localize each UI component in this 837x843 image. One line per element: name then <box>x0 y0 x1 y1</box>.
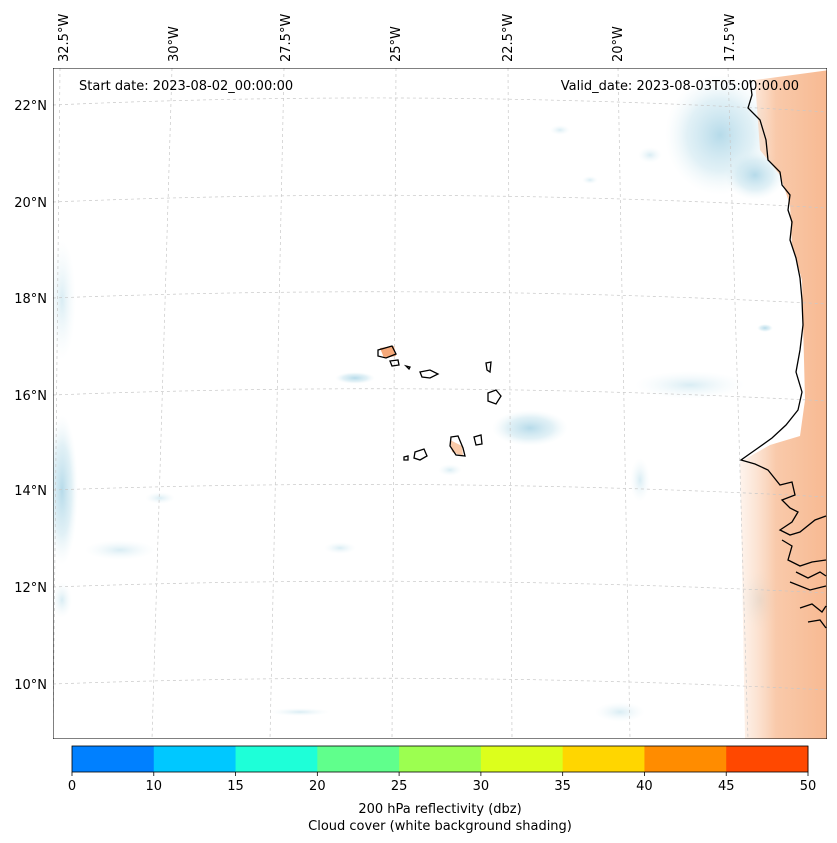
lat-label-16n: 16°N <box>14 389 47 404</box>
colorbar-segment-4 <box>399 746 482 772</box>
longitude-labels: 32.5°W 30°W 27.5°W 25°W 22.5°W 20°W 17.5… <box>57 14 738 62</box>
island-sao-vicente <box>389 359 400 367</box>
colorbar-tick-label: 50 <box>800 779 817 794</box>
colorbar-tick-label: 40 <box>636 779 653 794</box>
lon-label-27-5w: 27.5°W <box>279 14 294 62</box>
colorbar-segment-6 <box>562 746 645 772</box>
map-panel <box>53 68 827 739</box>
lon-label-17-5w: 17.5°W <box>723 14 738 62</box>
lat-label-22n: 22°N <box>14 99 47 114</box>
valid-date-label: Valid_date: 2023-08-03T05:00:00.00 <box>561 79 799 94</box>
colorbar-tick-label: 25 <box>391 779 408 794</box>
lat-label-18n: 18°N <box>14 292 47 307</box>
colorbar-segment-1 <box>153 746 237 772</box>
island-santo-antao <box>377 345 397 359</box>
colorbar-segment-7 <box>644 746 727 772</box>
colorbar: 0 10 15 20 25 30 35 40 45 50 200 hPa reflectivity… <box>68 745 816 834</box>
colorbar-segment-2 <box>235 746 318 772</box>
colorbar-frame <box>71 745 809 773</box>
cloud-shading <box>53 75 785 722</box>
island-santiago <box>449 435 466 457</box>
lon-label-20w: 20°W <box>611 26 626 62</box>
graticule <box>53 68 827 739</box>
colorbar-segment-5 <box>480 746 564 772</box>
island-santa-luzia <box>403 364 411 371</box>
colorbar-label-cloud-cover: Cloud cover (white background shading) <box>308 819 572 834</box>
latitude-labels: 22°N 20°N 18°N 16°N 14°N 12°N 10°N <box>14 99 47 693</box>
colorbar-tick-label: 30 <box>473 779 490 794</box>
lat-label-14n: 14°N <box>14 484 47 499</box>
coastlines <box>377 79 827 629</box>
colorbar-tick-label: 0 <box>68 779 76 794</box>
island-sal <box>485 361 492 374</box>
colorbar-tick-label: 45 <box>718 779 735 794</box>
africa-coastline <box>739 79 827 536</box>
lon-label-25w: 25°W <box>389 26 404 62</box>
island-maio <box>473 434 483 446</box>
lon-label-30w: 30°W <box>167 26 182 62</box>
lon-label-32-5w: 32.5°W <box>57 14 72 62</box>
island-fogo <box>413 448 428 461</box>
colorbar-tick-label: 35 <box>554 779 571 794</box>
lat-label-12n: 12°N <box>14 581 47 596</box>
colorbar-segment-0 <box>72 746 155 772</box>
island-sao-nicolau <box>419 369 440 379</box>
colorbar-label-reflectivity: 200 hPa reflectivity (dbz) <box>358 802 521 817</box>
lat-label-10n: 10°N <box>14 678 47 693</box>
island-boa-vista <box>487 389 502 405</box>
colorbar-tick-label: 10 <box>146 779 163 794</box>
colorbar-ticks: 0 10 15 20 25 30 35 40 45 50 <box>68 772 816 794</box>
lon-label-22-5w: 22.5°W <box>501 14 516 62</box>
colorbar-segment-3 <box>317 746 400 772</box>
colorbar-segments <box>72 746 809 772</box>
colorbar-tick-label: 20 <box>309 779 326 794</box>
colorbar-segment-8 <box>726 746 809 772</box>
lat-label-20n: 20°N <box>14 196 47 211</box>
start-date-label: Start date: 2023-08-02_00:00:00 <box>79 79 293 94</box>
colorbar-tick-label: 15 <box>227 779 244 794</box>
island-brava <box>403 455 409 461</box>
